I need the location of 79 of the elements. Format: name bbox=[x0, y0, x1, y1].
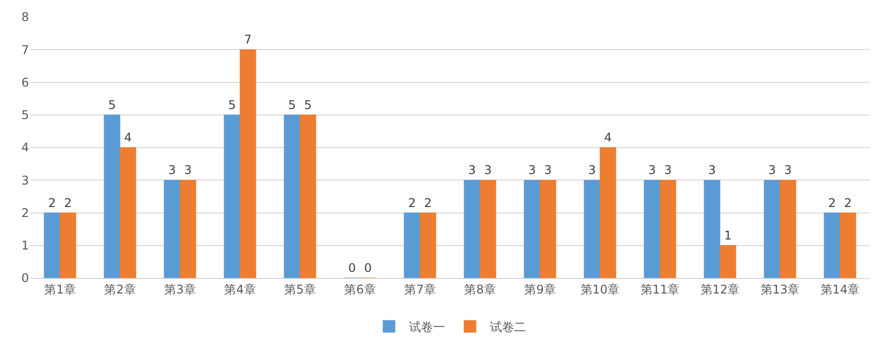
legend-label: 试卷一 bbox=[409, 320, 445, 334]
x-tick-label: 第13章 bbox=[760, 282, 800, 296]
data-label: 7 bbox=[244, 32, 252, 47]
data-label: 2 bbox=[844, 196, 852, 210]
data-label: 1 bbox=[724, 228, 732, 242]
x-tick-label: 第14章 bbox=[820, 282, 860, 296]
data-label: 3 bbox=[544, 163, 552, 178]
bar bbox=[284, 114, 300, 278]
bar bbox=[824, 212, 840, 278]
x-tick-label: 第12章 bbox=[700, 282, 740, 296]
data-label: 2 bbox=[64, 196, 72, 210]
bar bbox=[44, 212, 60, 278]
bar bbox=[840, 212, 856, 278]
data-label: 5 bbox=[108, 98, 116, 112]
bar bbox=[644, 180, 660, 278]
bar bbox=[764, 180, 780, 278]
legend-label: 试卷二 bbox=[490, 320, 526, 334]
bar bbox=[720, 245, 736, 278]
data-label: 5 bbox=[288, 98, 296, 112]
bar bbox=[300, 114, 316, 278]
bar bbox=[120, 147, 136, 278]
x-tick-label: 第3章 bbox=[164, 282, 196, 296]
bar bbox=[404, 212, 420, 278]
data-label: 3 bbox=[664, 163, 672, 178]
data-label: 3 bbox=[528, 163, 536, 178]
y-tick-label: 1 bbox=[21, 238, 29, 253]
y-tick-label: 6 bbox=[21, 75, 29, 90]
data-label: 2 bbox=[48, 196, 56, 210]
bar bbox=[224, 114, 240, 278]
data-label: 2 bbox=[424, 196, 432, 210]
bar bbox=[464, 180, 480, 278]
x-tick-label: 第9章 bbox=[524, 282, 556, 296]
data-label: 3 bbox=[468, 163, 476, 178]
bar bbox=[704, 180, 720, 278]
bar bbox=[104, 114, 120, 278]
y-tick-label: 4 bbox=[21, 140, 29, 155]
data-label: 3 bbox=[768, 163, 776, 178]
data-label: 0 bbox=[348, 261, 356, 275]
data-label: 0 bbox=[364, 261, 372, 275]
bar bbox=[780, 180, 796, 278]
bar bbox=[480, 180, 496, 278]
bar bbox=[524, 180, 540, 278]
data-label: 3 bbox=[708, 163, 716, 178]
bar bbox=[60, 212, 76, 278]
y-tick-label: 5 bbox=[21, 108, 29, 122]
data-label: 3 bbox=[168, 163, 176, 178]
x-tick-label: 第6章 bbox=[344, 282, 376, 296]
bar bbox=[164, 180, 180, 278]
data-label: 2 bbox=[408, 196, 416, 210]
x-tick-label: 第11章 bbox=[640, 282, 680, 296]
bar bbox=[240, 49, 256, 278]
data-label: 5 bbox=[228, 98, 236, 112]
y-tick-label: 7 bbox=[21, 42, 29, 57]
data-label: 3 bbox=[184, 163, 192, 178]
data-label: 3 bbox=[648, 163, 656, 178]
y-tick-label: 8 bbox=[21, 10, 29, 24]
data-label: 4 bbox=[604, 130, 612, 144]
x-tick-label: 第8章 bbox=[464, 282, 496, 296]
bar bbox=[584, 180, 600, 278]
y-tick-label: 3 bbox=[21, 173, 29, 188]
x-tick-label: 第4章 bbox=[224, 282, 256, 296]
data-label: 3 bbox=[588, 163, 596, 178]
bar bbox=[420, 212, 436, 278]
x-tick-label: 第10章 bbox=[580, 282, 620, 296]
x-tick-label: 第5章 bbox=[284, 282, 316, 296]
x-tick-label: 第7章 bbox=[404, 282, 436, 296]
x-tick-label: 第1章 bbox=[44, 282, 76, 296]
x-tick-label: 第2章 bbox=[104, 282, 136, 296]
bar bbox=[660, 180, 676, 278]
y-tick-label: 0 bbox=[21, 271, 29, 286]
y-tick-label: 2 bbox=[21, 206, 29, 220]
data-label: 4 bbox=[124, 130, 132, 144]
data-label: 5 bbox=[304, 98, 312, 112]
data-label: 2 bbox=[828, 196, 836, 210]
bar bbox=[600, 147, 616, 278]
bar bbox=[540, 180, 556, 278]
data-label: 3 bbox=[784, 163, 792, 178]
bar bbox=[180, 180, 196, 278]
data-label: 3 bbox=[484, 163, 492, 178]
